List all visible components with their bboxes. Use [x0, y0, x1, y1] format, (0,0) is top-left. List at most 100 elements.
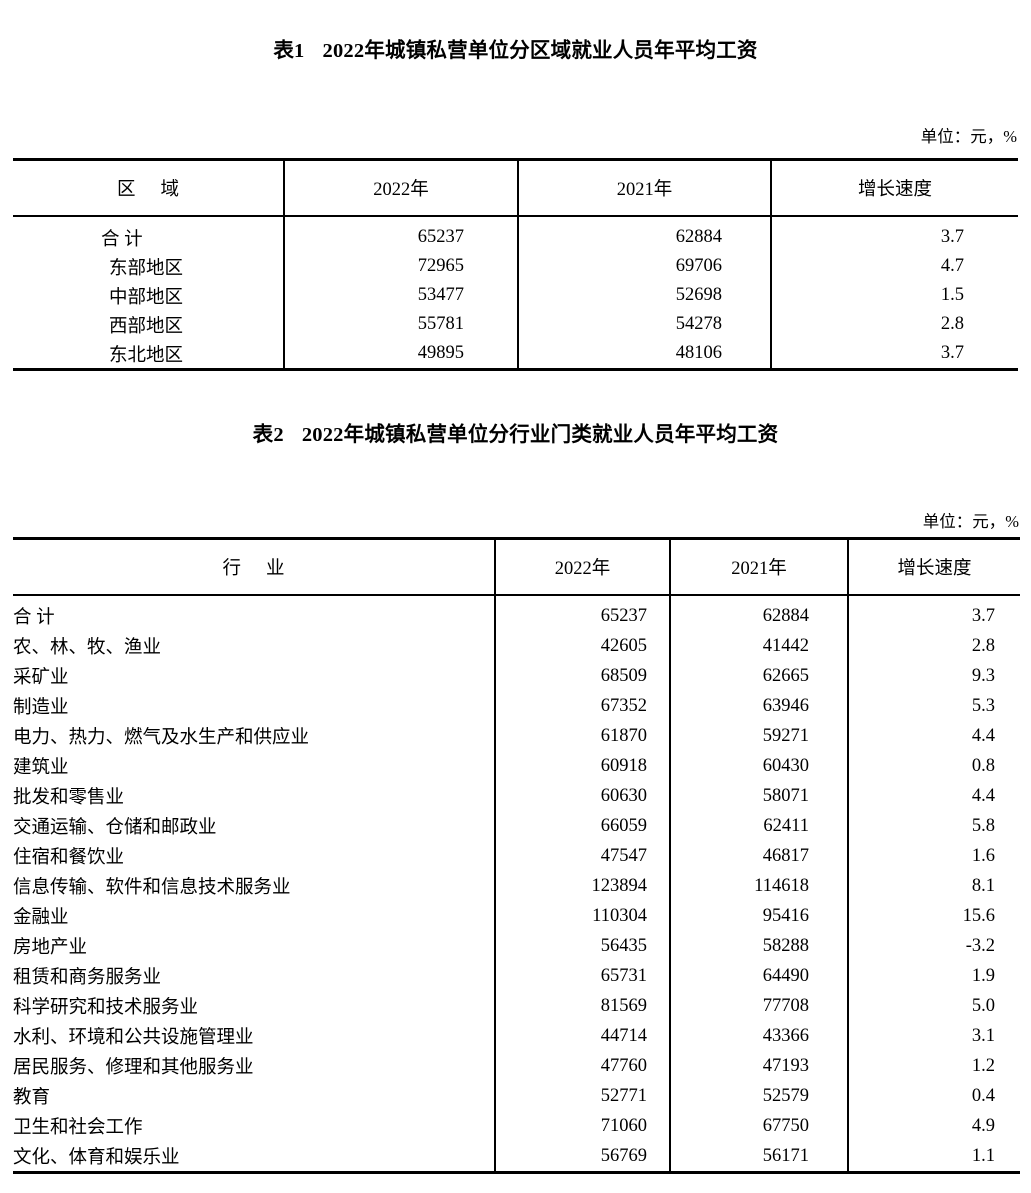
table2-row-label: 批发和零售业 — [13, 788, 125, 808]
table2-bottom-rule — [670, 1171, 848, 1175]
table2-row-label: 住宿和餐饮业 — [13, 848, 125, 868]
table2-row-2022: 60630 — [494, 781, 670, 811]
table-row: 信息传输、软件和信息技术服务业 123894 114618 8.1 — [13, 871, 1020, 901]
table1-col-region: 区 域 — [13, 158, 284, 216]
table2-row-2021: 43366 — [669, 1021, 848, 1051]
table2-row-growth: 1.1 — [847, 1141, 1020, 1173]
table2-row-2021: 67750 — [669, 1111, 848, 1141]
table2-row-label: 电力、热力、燃气及水生产和供应业 — [13, 728, 310, 748]
table-row: 合 计 65237 62884 3.7 — [13, 215, 1018, 252]
table2-row-2021: 47193 — [669, 1051, 848, 1081]
table1-header: 区 域 2022年 2021年 增长速度 — [13, 158, 1018, 216]
table2-row-2022: 56769 — [494, 1141, 670, 1173]
table2-row-label: 水利、环境和公共设施管理业 — [13, 1028, 254, 1048]
table1-unit-caption: 单位：元，% — [920, 127, 1017, 146]
table2-col-industry: 行 业 — [13, 537, 495, 595]
table-row: 电力、热力、燃气及水生产和供应业 61870 59271 4.4 — [13, 721, 1020, 751]
table2-bottom-rule — [495, 1171, 670, 1175]
table-row: 教育 52771 52579 0.4 — [13, 1081, 1020, 1111]
table2-row-2022: 81569 — [494, 991, 670, 1021]
table2-row-label: 合 计 — [13, 594, 495, 631]
table2-col-growth: 增长速度 — [847, 537, 1020, 595]
table1-row-2022: 65237 — [283, 215, 518, 252]
table2-row-2022: 47547 — [494, 841, 670, 871]
table1-row-growth: 3.7 — [770, 339, 1018, 370]
table2-row-2021: 63946 — [669, 691, 848, 721]
table1-row-label: 中部地区 — [109, 287, 184, 308]
table1-row-2022: 53477 — [283, 281, 518, 310]
table2-row-growth: 5.8 — [847, 811, 1020, 841]
table1-row-label: 东北地区 — [109, 345, 184, 366]
table2-row-growth: 5.0 — [847, 991, 1020, 1021]
table1-bottom-rule — [13, 368, 284, 372]
table2-row-growth: 4.9 — [847, 1111, 1020, 1141]
table1-bottom-rule — [518, 368, 771, 372]
table2-row-2021: 46817 — [669, 841, 848, 871]
table2-row-growth: 1.2 — [847, 1051, 1020, 1081]
table2-row-label: 采矿业 — [13, 668, 69, 688]
table2-row-2022: 56435 — [494, 931, 670, 961]
table1-row-growth: 1.5 — [770, 281, 1018, 310]
table2-row-label: 农、林、牧、渔业 — [13, 638, 162, 658]
table2-body: 合 计 65237 62884 3.7 农、林、牧、渔业 42605 41442 2.8 采矿业… — [13, 594, 1020, 1175]
table1-row-2021: 54278 — [517, 310, 771, 339]
table1-row-growth: 4.7 — [770, 252, 1018, 281]
table-row: 居民服务、修理和其他服务业 47760 47193 1.2 — [13, 1051, 1020, 1081]
table1-col-2021: 2021年 — [517, 158, 771, 216]
table1-row-2021: 69706 — [517, 252, 771, 281]
table1-bottom-rule — [771, 368, 1018, 372]
table2-bottom-rule-row — [13, 1171, 1020, 1175]
table2-row-2021: 64490 — [669, 961, 848, 991]
table2-row-2022: 66059 — [494, 811, 670, 841]
table2-row-2021: 60430 — [669, 751, 848, 781]
table-row: 建筑业 60918 60430 0.8 — [13, 751, 1020, 781]
table-row: 水利、环境和公共设施管理业 44714 43366 3.1 — [13, 1021, 1020, 1051]
table1-row-label: 合 计 — [13, 215, 284, 252]
table2-row-label: 教育 — [13, 1088, 51, 1108]
table-row: 科学研究和技术服务业 81569 77708 5.0 — [13, 991, 1020, 1021]
table1: 区 域 2022年 2021年 增长速度 合 计 65237 62884 3.7… — [13, 158, 1018, 372]
table2-header: 行 业 2022年 2021年 增长速度 — [13, 537, 1020, 595]
table2-label: 表2 — [252, 424, 284, 446]
table2-row-growth: 15.6 — [847, 901, 1020, 931]
table2: 行 业 2022年 2021年 增长速度 合 计 65237 62884 3.7 农、林… — [13, 537, 1020, 1175]
table2-row-growth: 2.8 — [847, 631, 1020, 661]
table2-unit-caption: 单位：元，% — [922, 512, 1019, 531]
table1-container: 区 域 2022年 2021年 增长速度 合 计 65237 62884 3.7… — [13, 158, 1018, 372]
table2-row-2021: 95416 — [669, 901, 848, 931]
table2-row-2021: 62884 — [669, 594, 848, 631]
table2-row-2022: 110304 — [494, 901, 670, 931]
table2-row-growth: 0.8 — [847, 751, 1020, 781]
table2-row-label: 交通运输、仓储和邮政业 — [13, 818, 217, 838]
table2-row-2021: 58071 — [669, 781, 848, 811]
table2-header-row: 行 业 2022年 2021年 增长速度 — [13, 537, 1020, 595]
table2-bottom-rule — [848, 1171, 1020, 1175]
table1-row-2021: 62884 — [517, 215, 771, 252]
table1-row-2021: 48106 — [517, 339, 771, 370]
table-row: 住宿和餐饮业 47547 46817 1.6 — [13, 841, 1020, 871]
table2-col-2021: 2021年 — [669, 537, 848, 595]
table2-row-2022: 65731 — [494, 961, 670, 991]
table2-container: 行 业 2022年 2021年 增长速度 合 计 65237 62884 3.7 农、林… — [13, 537, 1020, 1175]
table2-row-growth: 3.7 — [847, 594, 1020, 631]
table2-row-label: 文化、体育和娱乐业 — [13, 1148, 180, 1168]
table2-row-2022: 67352 — [494, 691, 670, 721]
table2-col-2022: 2022年 — [494, 537, 670, 595]
table2-row-2021: 77708 — [669, 991, 848, 1021]
table-row: 西部地区 55781 54278 2.8 — [13, 310, 1018, 339]
table2-row-2021: 56171 — [669, 1141, 848, 1173]
table2-row-2022: 68509 — [494, 661, 670, 691]
table1-header-row: 区 域 2022年 2021年 增长速度 — [13, 158, 1018, 216]
table2-row-2021: 58288 — [669, 931, 848, 961]
table-row: 房地产业 56435 58288 -3.2 — [13, 931, 1020, 961]
table-row: 采矿业 68509 62665 9.3 — [13, 661, 1020, 691]
table-row: 交通运输、仓储和邮政业 66059 62411 5.8 — [13, 811, 1020, 841]
table2-row-label: 金融业 — [13, 908, 69, 928]
table1-title-text: 2022年城镇私营单位分区域就业人员年平均工资 — [322, 40, 758, 62]
table2-row-label: 卫生和社会工作 — [13, 1118, 143, 1138]
table2-row-growth: 9.3 — [847, 661, 1020, 691]
table1-label: 表1 — [273, 40, 305, 62]
table2-row-growth: 4.4 — [847, 781, 1020, 811]
table1-row-growth: 3.7 — [770, 215, 1018, 252]
